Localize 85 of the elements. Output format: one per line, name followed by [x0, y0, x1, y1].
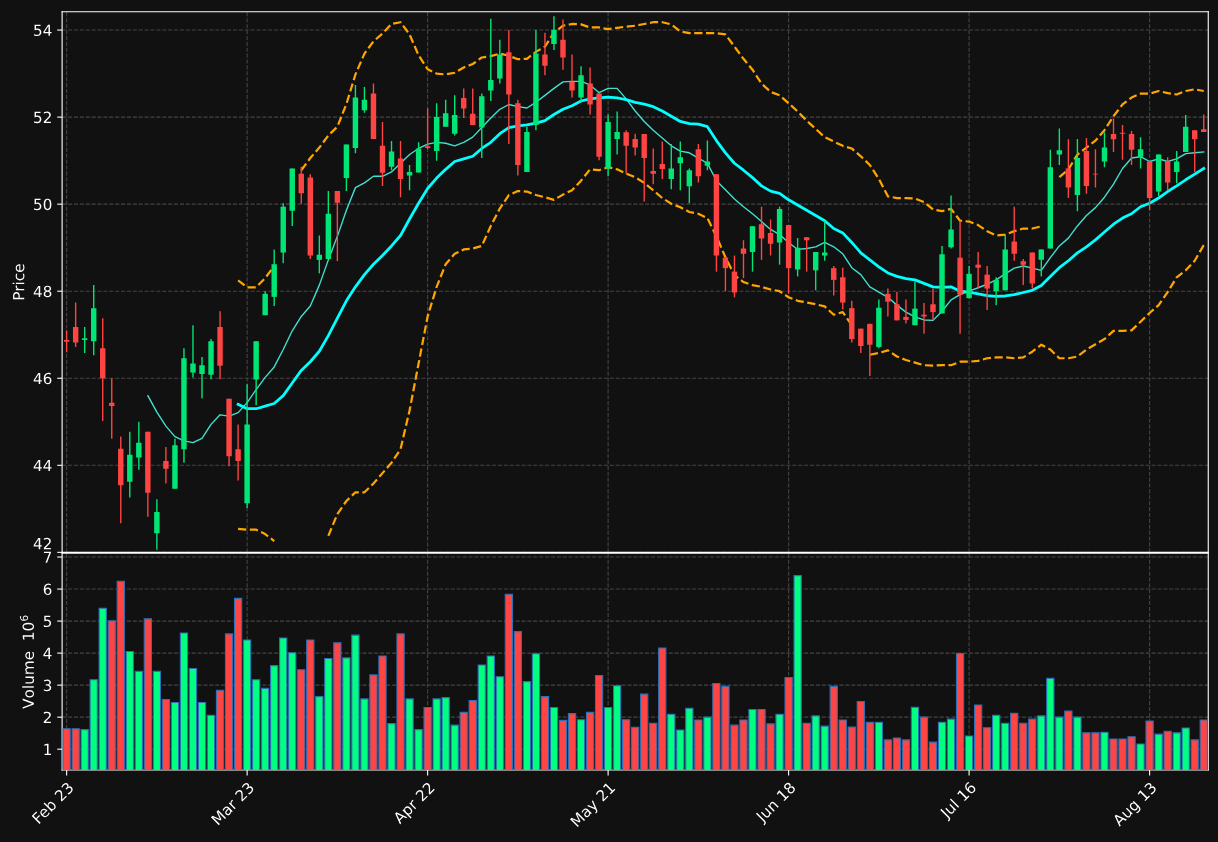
y-axis-title: Price [12, 264, 25, 300]
y-tick-label: 48 [33, 285, 52, 298]
candlestick [632, 132, 638, 157]
y-tick-label: 7 [43, 551, 52, 563]
candlestick [948, 194, 954, 250]
candlestick [650, 147, 656, 185]
y-tick-label: 50 [34, 198, 52, 211]
y-tick-label: 46 [33, 372, 52, 385]
y-tick-label: 2 [43, 711, 51, 723]
candlestick [578, 65, 584, 104]
candlestick [397, 140, 404, 198]
candlestick [894, 291, 900, 322]
candlestick [1128, 130, 1135, 166]
candlestick [154, 498, 160, 551]
candlestick [1011, 206, 1017, 262]
candlestick [136, 421, 142, 471]
candlestick [388, 140, 395, 171]
candlestick [1020, 258, 1026, 286]
candlestick [442, 99, 449, 128]
y-tick-label: 42 [33, 537, 51, 550]
candlestick [488, 18, 494, 102]
candlestick [551, 15, 557, 51]
y-tick-label: 4 [43, 647, 52, 659]
candlestick [812, 251, 819, 292]
candlestick [885, 287, 891, 318]
y-axis-title: Volume 10$^{6}$ [20, 615, 35, 709]
candlestick [334, 190, 341, 262]
candlestick [1092, 148, 1099, 189]
y-tick-label: 5 [43, 615, 52, 628]
candlestick [415, 141, 422, 174]
candlestick [831, 265, 837, 297]
y-tick-label: 3 [43, 679, 52, 692]
candlestick [1065, 138, 1072, 199]
x-tick-label: Apr 22 [392, 781, 437, 827]
candlestick [731, 254, 738, 298]
candlestick [560, 18, 566, 71]
candlestick [1056, 127, 1063, 166]
candlestick [81, 326, 88, 354]
candlestick [803, 236, 810, 273]
candlestick [641, 133, 647, 203]
y-tick-label: 52 [34, 111, 51, 124]
candlestick [912, 280, 918, 326]
y-tick-label: 1 [44, 743, 51, 755]
candlestick [930, 287, 936, 321]
y-tick-label: 54 [34, 24, 52, 37]
candlestick [1192, 129, 1198, 173]
candlestick [867, 323, 873, 377]
candlestick [470, 87, 476, 126]
candlestick [767, 218, 774, 257]
candlestick [163, 446, 169, 485]
candlestick [614, 110, 620, 156]
candlestick [659, 140, 665, 180]
x-tick-label: Feb 23 [31, 781, 75, 825]
candlestick [822, 220, 828, 262]
candlestick [298, 166, 304, 205]
candlestick [903, 298, 909, 325]
candlestick [72, 301, 79, 348]
candlestick [451, 94, 458, 137]
candlestick [424, 107, 431, 151]
candlestick [668, 143, 674, 191]
candlestick [569, 53, 575, 99]
candlestick [758, 206, 765, 261]
candlestick [1101, 131, 1108, 168]
candlestick [587, 66, 593, 116]
candlestick [63, 329, 70, 353]
x-tick-label: Jun 18 [754, 781, 799, 826]
candlestick [686, 167, 693, 204]
candlestick [235, 423, 241, 482]
candlestick [1137, 136, 1144, 170]
candlestick [993, 276, 999, 306]
x-tick-label: Mar 23 [210, 781, 255, 826]
y-tick-label: 6 [43, 583, 52, 596]
candlestick [677, 140, 684, 191]
candlestick [623, 129, 629, 175]
x-tick-label: Jul 16 [938, 781, 979, 822]
candlestick [858, 327, 864, 354]
candlestick [1038, 248, 1045, 278]
candlestick [975, 251, 981, 290]
candlestick [199, 356, 205, 399]
y-tick-label: 44 [33, 459, 52, 472]
candlestick [190, 324, 196, 379]
candlestick [984, 265, 990, 311]
candlestick [542, 31, 548, 77]
candlestick [497, 38, 503, 85]
candlestick [1119, 124, 1126, 161]
